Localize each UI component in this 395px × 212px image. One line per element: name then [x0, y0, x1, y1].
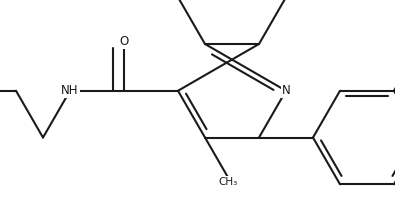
- Text: N: N: [282, 84, 290, 97]
- Text: CH₃: CH₃: [218, 177, 237, 187]
- Text: O: O: [119, 35, 129, 47]
- Text: NH: NH: [61, 84, 79, 97]
